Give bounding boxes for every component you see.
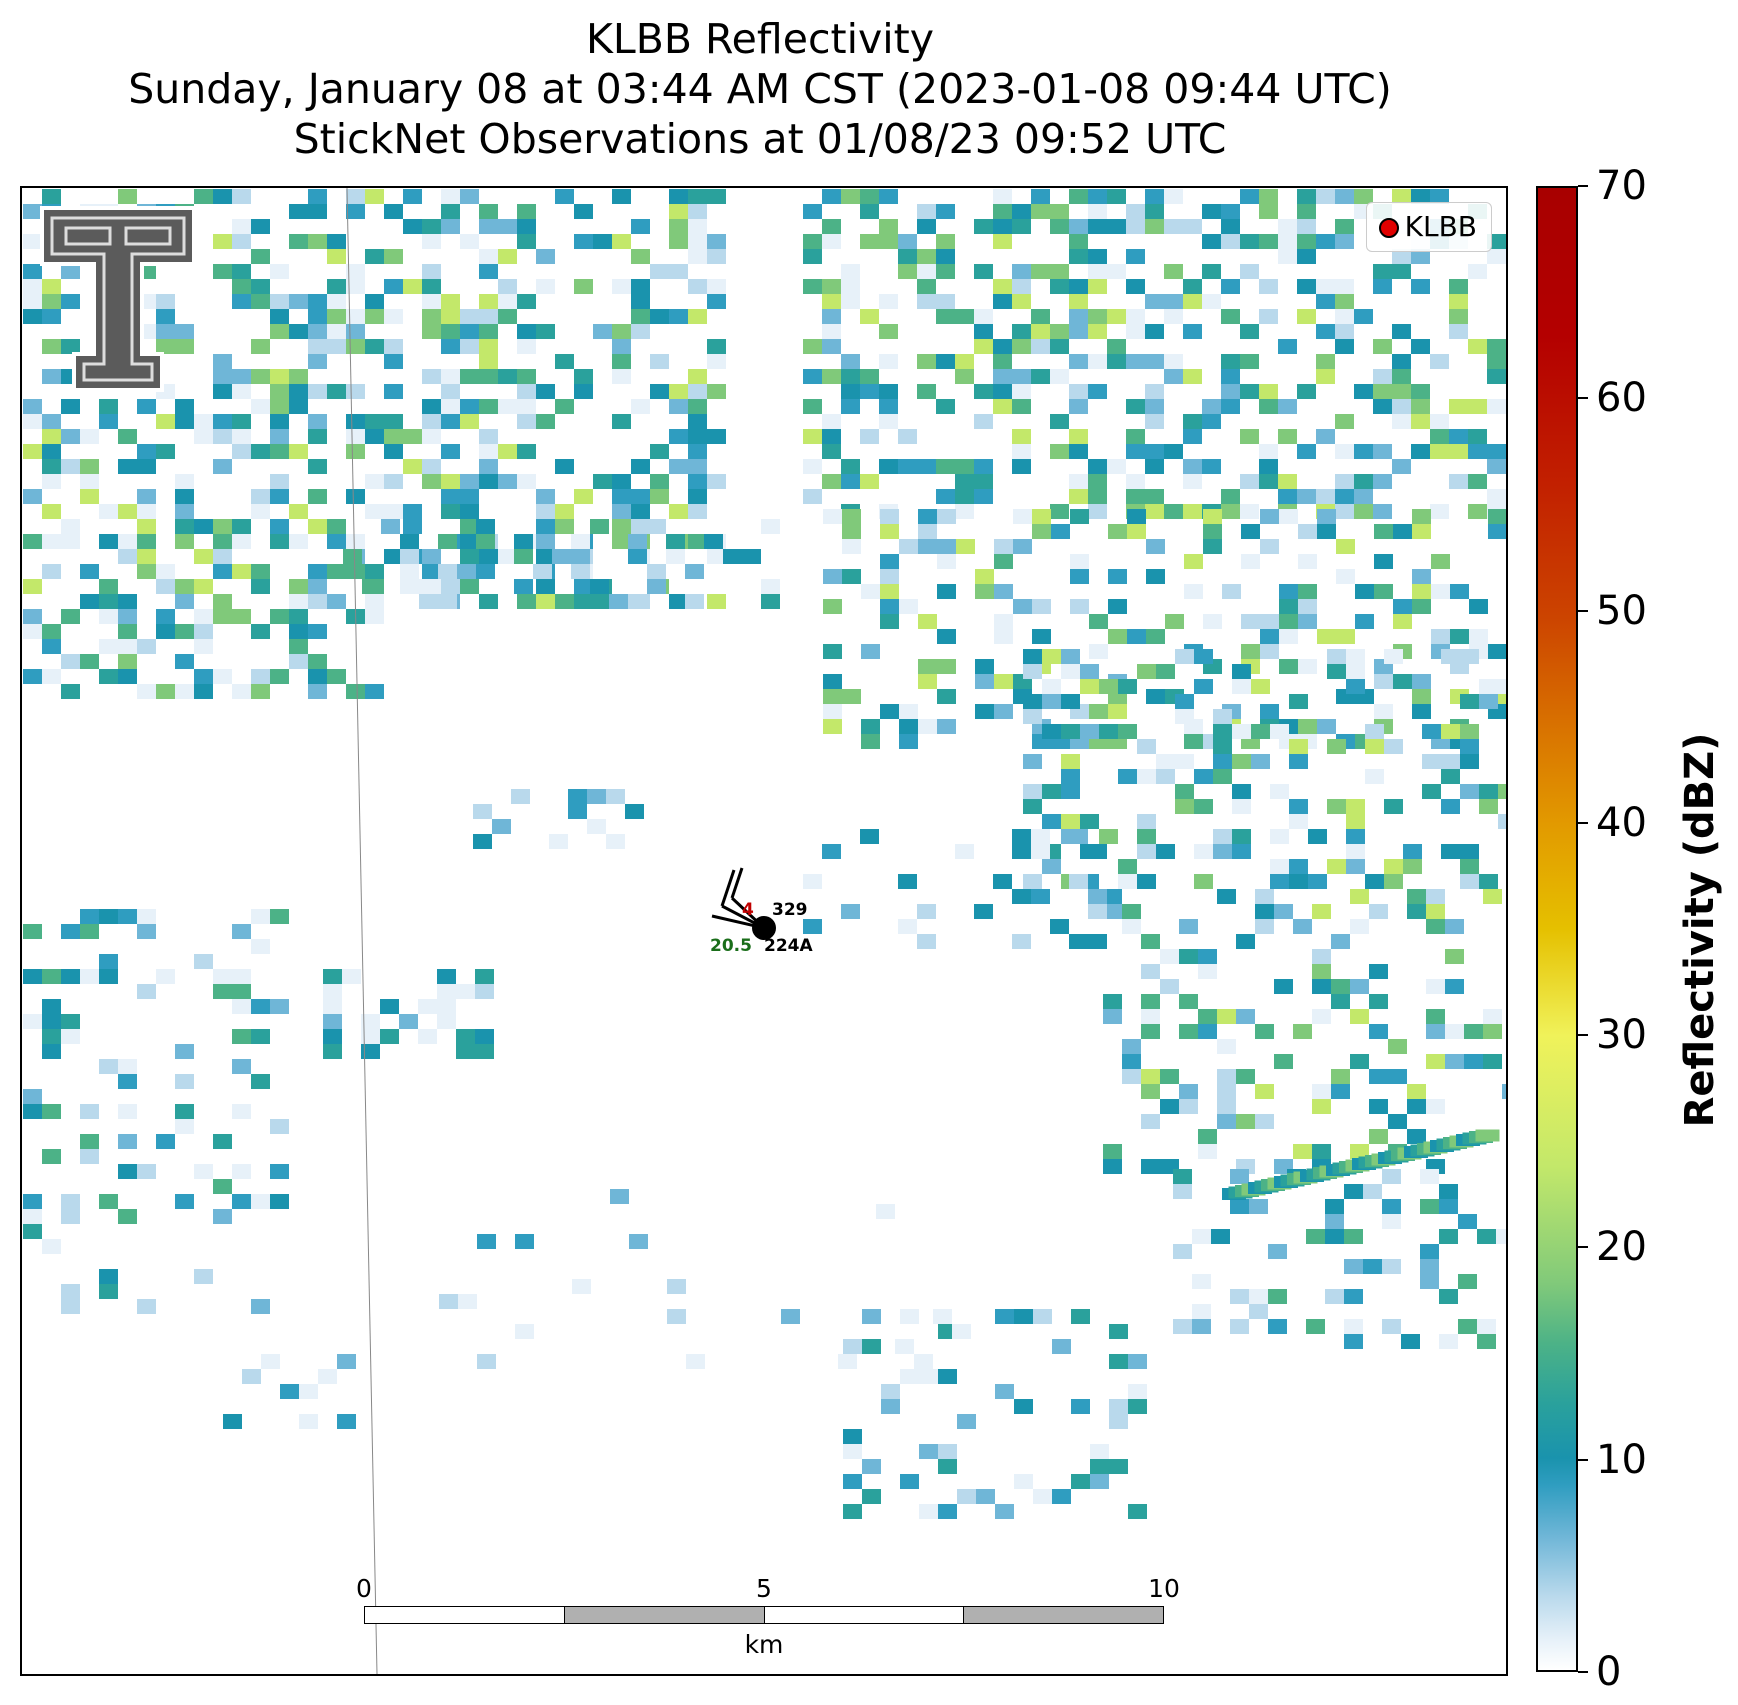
- chart-datetime: Sunday, January 08 at 03:44 AM CST (2023…: [128, 65, 1392, 113]
- colorbar-tick-label: 10: [1596, 1436, 1647, 1483]
- radar-site-marker-icon: [1378, 218, 1399, 238]
- university-logo-icon: [40, 206, 196, 392]
- scale-bar-segments: [364, 1606, 1164, 1624]
- colorbar-tick-label: 20: [1596, 1224, 1647, 1271]
- colorbar: [1536, 186, 1578, 1672]
- colorbar-tick: [1578, 1246, 1588, 1249]
- colorbar-tick: [1578, 1671, 1588, 1673]
- legend-label: KLBB: [1404, 210, 1477, 243]
- chart-title: KLBB Reflectivity: [586, 15, 934, 63]
- reflectivity-layer: [23, 188, 1506, 1674]
- colorbar-label: Reflectivity (dBZ): [1677, 732, 1723, 1128]
- colorbar-tick: [1578, 185, 1588, 187]
- scale-label-end: 10: [1148, 1574, 1180, 1603]
- colorbar-tick-label: 40: [1596, 799, 1647, 846]
- colorbar-tick-label: 60: [1596, 375, 1647, 422]
- colorbar-tick-label: 0: [1596, 1649, 1622, 1695]
- colorbar-tick-label: 30: [1596, 1012, 1647, 1059]
- radar-map[interactable]: KLBB 0 5 10 km: [20, 186, 1508, 1676]
- colorbar-tick: [1578, 1034, 1588, 1037]
- map-legend: KLBB: [1365, 202, 1492, 252]
- chart-observation-time: StickNet Observations at 01/08/23 09:52 …: [293, 115, 1227, 163]
- colorbar-tick-label: 50: [1596, 587, 1647, 634]
- scale-unit: km: [744, 1630, 784, 1659]
- scale-label-mid: 5: [756, 1574, 772, 1603]
- station-marker-icon: [752, 916, 776, 940]
- county-boundary-line: [346, 188, 378, 1674]
- wind-barb-icon: [711, 867, 776, 940]
- colorbar-tick: [1578, 821, 1588, 824]
- scale-bar: 0 5 10 km: [356, 1574, 1180, 1664]
- colorbar-tick: [1578, 1458, 1588, 1461]
- colorbar-tick: [1578, 609, 1588, 612]
- colorbar-tick-label: 70: [1596, 163, 1647, 209]
- scale-label-start: 0: [356, 1574, 372, 1603]
- colorbar-tick: [1578, 397, 1588, 400]
